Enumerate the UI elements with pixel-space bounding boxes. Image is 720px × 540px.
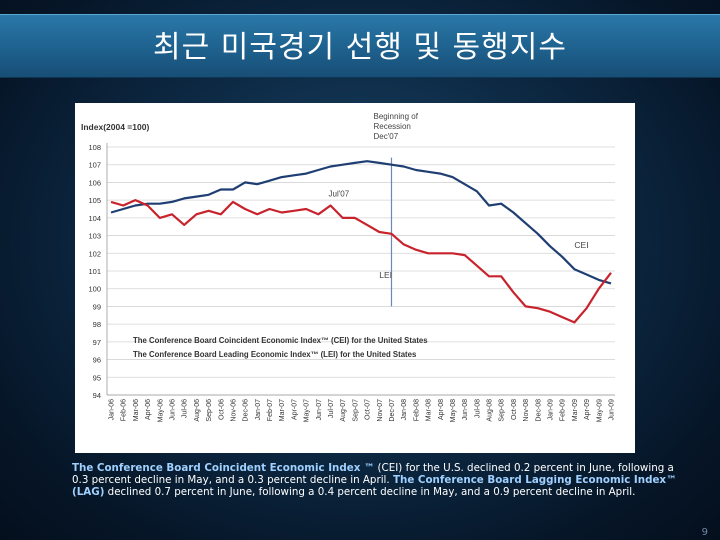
series-line-lei (110, 198, 612, 324)
legend-cei: The Conference Board Coincident Economic… (133, 336, 428, 345)
x-tick-label: Nov-06 (230, 399, 237, 422)
x-tick-label: Apr-09 (584, 399, 591, 420)
caption-cei-text: (CEI) for the U.S. declined 0.2 percent … (72, 462, 674, 486)
caption-cei-name: The Conference Board Coincident Economic… (72, 462, 375, 474)
y-axis-label: Index(2004 =100) (81, 122, 149, 132)
x-tick-label: Jun-09 (609, 399, 616, 421)
y-tick-label: 99 (93, 302, 101, 311)
x-tick-label: Jul-07 (328, 399, 335, 418)
x-tick-label: Apr-07 (291, 399, 298, 420)
slide-title: 최근 미국경기 선행 및 동행지수 (153, 30, 567, 65)
x-tick-label: Aug-06 (194, 399, 201, 422)
chart-panel: 94 95 96 97 98 99 100 101 102 103 104 105 106 107 108 … (75, 103, 635, 453)
jul07-annotation: Jul'07 (329, 190, 350, 199)
y-tick-label: 105 (88, 196, 101, 205)
recession-label-3: Dec'07 (373, 132, 398, 141)
y-tick-label: 102 (88, 249, 101, 258)
x-tick-label: Mar-07 (279, 399, 286, 421)
y-tick-label: 95 (93, 373, 101, 382)
x-tick-label: Mar-06 (133, 399, 140, 421)
x-axis-ticks: Jan-06 Feb-06 Mar-06 Apr-06 May-06 Jun-06 Jul-… (109, 399, 616, 422)
x-tick-label: Dec-06 (243, 399, 250, 422)
x-tick-label: Sep-08 (499, 399, 506, 422)
x-tick-label: Feb-07 (267, 399, 274, 421)
x-tick-label: Jul-08 (474, 399, 481, 418)
caption-lag-name: The Conference Board Lagging Economic In… (72, 474, 677, 498)
recession-label-2: Recession (373, 122, 410, 131)
x-tick-label: Aug-08 (487, 399, 494, 422)
y-tick-label: 101 (88, 267, 101, 276)
y-tick-label: 98 (93, 320, 101, 329)
x-tick-label: Apr-06 (145, 399, 152, 420)
x-tick-label: Oct-08 (511, 399, 518, 420)
y-tick-label: 103 (88, 232, 101, 241)
x-tick-label: Aug-07 (340, 399, 347, 422)
x-tick-label: Jan-06 (109, 399, 116, 421)
y-tick-label: 97 (93, 338, 101, 347)
y-tick-label: 100 (88, 285, 101, 294)
x-tick-label: Oct-06 (218, 399, 225, 420)
x-tick-label: Feb-06 (121, 399, 128, 421)
legend-lei: The Conference Board Leading Economic In… (133, 350, 417, 359)
x-tick-label: Jan-09 (548, 399, 555, 421)
x-tick-label: Sep-06 (206, 399, 213, 422)
series-line-cei (110, 160, 612, 285)
cei-series-label: CEI (574, 240, 588, 250)
x-tick-label: May-09 (596, 399, 603, 422)
x-tick-label: May-07 (304, 399, 311, 422)
x-tick-label: Dec-08 (535, 399, 542, 422)
y-tick-label: 104 (88, 214, 101, 223)
x-tick-label: Mar-08 (426, 399, 433, 421)
y-axis-ticks: 94 95 96 97 98 99 100 101 102 103 104 105 106 107 108 (88, 143, 101, 400)
x-tick-label: May-08 (450, 399, 457, 422)
title-band: 최근 미국경기 선행 및 동행지수 (0, 14, 720, 78)
x-tick-label: Oct-07 (365, 399, 372, 420)
y-tick-label: 94 (93, 391, 101, 400)
x-tick-label: Feb-09 (560, 399, 567, 421)
x-tick-label: Apr-08 (438, 399, 445, 420)
x-tick-label: Feb-08 (413, 399, 420, 421)
line-chart: 949596979899100101102103104105106107108 … (81, 112, 616, 422)
x-tick-label: Nov-08 (523, 399, 530, 422)
x-tick-label: Jan-07 (255, 399, 262, 421)
y-tick-label: 96 (93, 356, 101, 365)
lei-series-label: LEI (379, 270, 392, 280)
x-tick-label: Dec-07 (389, 399, 396, 422)
y-tick-label: 106 (88, 178, 101, 187)
x-tick-label: Jun-08 (462, 399, 469, 421)
caption-lag-text: declined 0.7 percent in June, following … (104, 486, 636, 498)
x-tick-label: May-06 (157, 399, 164, 422)
y-tick-label: 107 (88, 161, 101, 170)
x-tick-label: Sep-07 (352, 399, 359, 422)
x-tick-label: Mar-09 (572, 399, 579, 421)
y-tick-label: 108 (88, 143, 101, 152)
page-number: 9 (701, 527, 708, 538)
x-tick-label: Jun-07 (316, 399, 323, 421)
x-tick-label: Jul-06 (182, 399, 189, 418)
x-tick-label: Nov-07 (377, 399, 384, 422)
x-tick-label: Jan-08 (401, 399, 408, 421)
caption: The Conference Board Coincident Economic… (72, 462, 687, 498)
series-lines (110, 160, 612, 324)
recession-label-1: Beginning of (373, 112, 418, 121)
x-tick-label: Jun-06 (169, 399, 176, 421)
